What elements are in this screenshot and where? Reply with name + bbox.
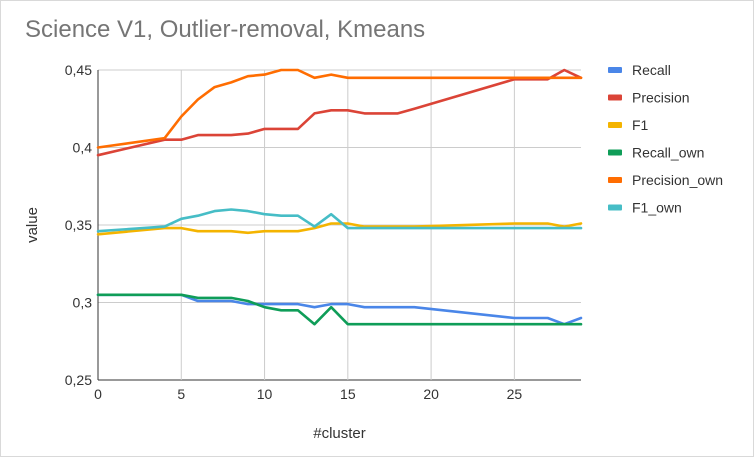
legend-swatch — [608, 177, 622, 183]
series-line-f1 — [96, 222, 583, 236]
legend-label: Precision_own — [632, 172, 723, 188]
x-axis-title: #cluster — [313, 425, 366, 442]
series-line-recall-own — [96, 293, 583, 326]
legend-swatch — [608, 67, 622, 73]
x-tick-label: 15 — [340, 386, 356, 402]
y-tick-label: 0,45 — [65, 62, 92, 78]
x-tick-label: 25 — [507, 386, 523, 402]
x-tick-label: 20 — [423, 386, 439, 402]
legend-label: Recall_own — [632, 145, 704, 161]
x-tick-label: 10 — [257, 386, 273, 402]
y-axis-title: value — [24, 207, 41, 243]
y-tick-label: 0,3 — [73, 295, 93, 311]
legend-swatch — [608, 149, 622, 156]
y-tick-label: 0,25 — [65, 372, 92, 388]
x-tick-label: 0 — [94, 386, 102, 402]
legend-label: Recall — [632, 62, 671, 78]
legend-swatch — [608, 204, 622, 211]
series-line-f1-own — [96, 208, 583, 233]
series-line-precision-own — [96, 68, 583, 149]
series-line-recall — [96, 293, 583, 326]
legend-swatch — [608, 122, 622, 128]
y-tick-label: 0,4 — [73, 140, 93, 156]
y-tick-label: 0,35 — [65, 217, 92, 233]
series-line-precision — [96, 68, 583, 157]
legend-label: Precision — [632, 90, 690, 106]
legend-label: F1 — [632, 117, 649, 133]
legend-label: F1_own — [632, 200, 682, 216]
x-tick-label: 5 — [177, 386, 185, 402]
legend-swatch — [608, 94, 622, 101]
chart-title: Science V1, Outlier-removal, Kmeans — [25, 16, 426, 43]
